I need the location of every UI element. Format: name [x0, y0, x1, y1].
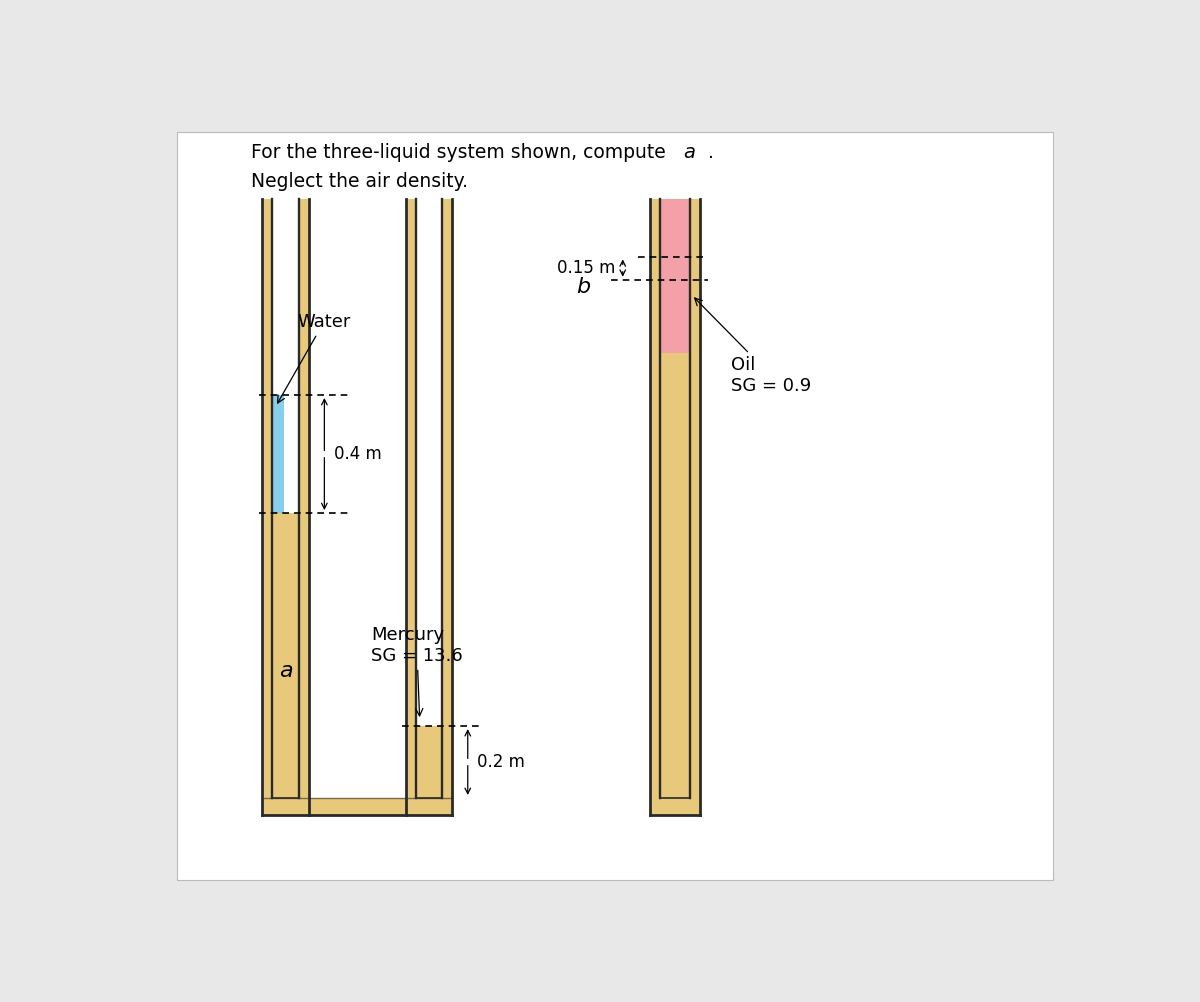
Text: Oil
SG = 0.9: Oil SG = 0.9 [695, 298, 811, 395]
Text: Neglect the air density.: Neglect the air density. [251, 172, 468, 191]
Bar [299, 198, 308, 798]
Bar [263, 198, 272, 798]
Bar [272, 513, 299, 798]
Text: 0.4 m: 0.4 m [334, 445, 382, 463]
Text: .: . [702, 143, 714, 162]
Bar [263, 798, 452, 815]
Text: $b$: $b$ [576, 278, 592, 298]
Text: $a$: $a$ [278, 660, 293, 680]
Text: Water: Water [277, 313, 350, 403]
Text: 0.2 m: 0.2 m [478, 754, 524, 771]
Text: Mercury
SG = 13.6: Mercury SG = 13.6 [371, 626, 463, 715]
Bar [660, 198, 690, 353]
Bar [406, 198, 416, 798]
Text: 0.15 m: 0.15 m [557, 260, 616, 278]
Bar [650, 198, 660, 798]
Bar [272, 395, 284, 513]
Bar [442, 198, 452, 798]
Bar [690, 198, 701, 798]
Text: For the three-liquid system shown, compute: For the three-liquid system shown, compu… [251, 143, 678, 162]
Bar [650, 798, 701, 815]
Bar [660, 353, 690, 798]
Bar [416, 726, 442, 798]
Text: $a$: $a$ [683, 143, 696, 162]
